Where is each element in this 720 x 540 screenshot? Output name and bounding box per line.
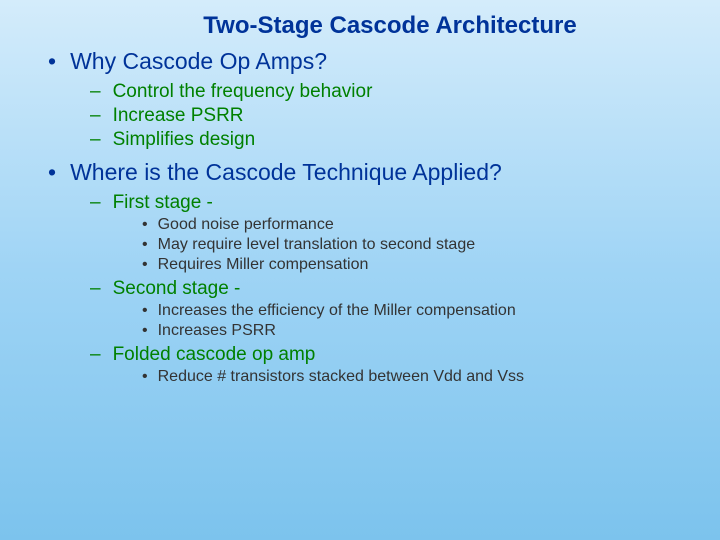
- bullet-marker-l1: •: [48, 48, 56, 75]
- list-item-text: Requires Miller compensation: [158, 256, 369, 274]
- bullet-marker-l3: •: [142, 368, 148, 386]
- section-heading-text: Where is the Cascode Technique Applied?: [70, 159, 502, 186]
- slide-title: Two-Stage Cascode Architecture: [90, 12, 690, 40]
- list-item-text: Simplifies design: [113, 129, 256, 151]
- bullet-marker-l3: •: [142, 302, 148, 320]
- bullet-marker-l1: •: [48, 159, 56, 186]
- bullet-group: – Control the frequency behavior – Incre…: [30, 81, 690, 151]
- list-item-text: May require level translation to second …: [158, 236, 476, 254]
- list-item: • Requires Miller compensation: [142, 256, 690, 274]
- bullet-marker-l3: •: [142, 216, 148, 234]
- bullet-marker-l3: •: [142, 322, 148, 340]
- bullet-marker-l2: –: [90, 105, 101, 127]
- bullet-group: • Reduce # transistors stacked between V…: [30, 368, 690, 386]
- list-item: – Control the frequency behavior: [90, 81, 690, 103]
- list-item-text: Control the frequency behavior: [113, 81, 373, 103]
- bullet-marker-l3: •: [142, 256, 148, 274]
- list-item: • Increases the efficiency of the Miller…: [142, 302, 690, 320]
- bullet-marker-l2: –: [90, 344, 101, 366]
- list-item: – Second stage -: [90, 278, 690, 300]
- list-item: – First stage -: [90, 192, 690, 214]
- list-item-text: Increases the efficiency of the Miller c…: [158, 302, 516, 320]
- list-item-text: Second stage -: [113, 278, 241, 300]
- list-item-text: Reduce # transistors stacked between Vdd…: [158, 368, 524, 386]
- list-item: • Increases PSRR: [142, 322, 690, 340]
- section-heading: • Where is the Cascode Technique Applied…: [48, 159, 690, 186]
- bullet-marker-l2: –: [90, 192, 101, 214]
- section-heading-text: Why Cascode Op Amps?: [70, 48, 327, 75]
- bullet-group: • Increases the efficiency of the Miller…: [30, 302, 690, 340]
- section-heading: • Why Cascode Op Amps?: [48, 48, 690, 75]
- list-item: • Reduce # transistors stacked between V…: [142, 368, 690, 386]
- list-item-text: Folded cascode op amp: [113, 344, 316, 366]
- bullet-marker-l2: –: [90, 278, 101, 300]
- list-item-text: First stage -: [113, 192, 213, 214]
- bullet-group: • Good noise performance • May require l…: [30, 216, 690, 274]
- list-item-text: Good noise performance: [158, 216, 334, 234]
- list-item-text: Increases PSRR: [158, 322, 276, 340]
- list-item-text: Increase PSRR: [113, 105, 244, 127]
- list-item: – Simplifies design: [90, 129, 690, 151]
- bullet-marker-l2: –: [90, 129, 101, 151]
- list-item: • Good noise performance: [142, 216, 690, 234]
- bullet-marker-l3: •: [142, 236, 148, 254]
- list-item: • May require level translation to secon…: [142, 236, 690, 254]
- list-item: – Folded cascode op amp: [90, 344, 690, 366]
- list-item: – Increase PSRR: [90, 105, 690, 127]
- bullet-marker-l2: –: [90, 81, 101, 103]
